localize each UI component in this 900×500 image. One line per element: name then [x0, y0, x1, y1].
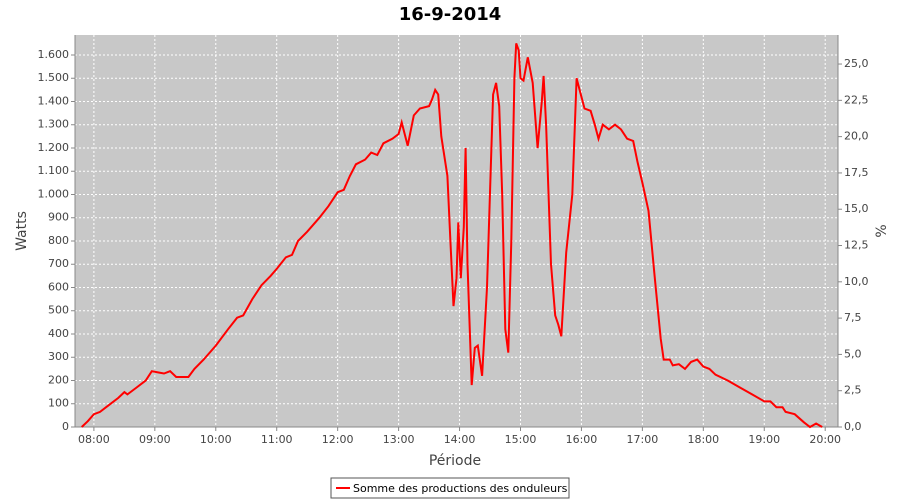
y2-tick-label: 22,5: [844, 93, 869, 106]
y2-tick-label: 5,0: [844, 347, 862, 360]
y2-tick-label: 25,0: [844, 57, 869, 70]
y2-tick-label: 17,5: [844, 166, 869, 179]
y-tick-label: 200: [48, 373, 69, 386]
y-tick-label: 300: [48, 350, 69, 363]
y-tick-label: 1.600: [38, 48, 70, 61]
x-tick-label: 08:00: [78, 433, 110, 446]
y-tick-label: 100: [48, 397, 69, 410]
chart-title: 16-9-2014: [399, 4, 502, 25]
plot-area: [75, 35, 838, 427]
y-tick-label: 800: [48, 234, 69, 247]
x-tick-label: 14:00: [444, 433, 476, 446]
y2-axis-label: %: [874, 224, 890, 237]
y-tick-label: 400: [48, 327, 69, 340]
y2-tick-label: 7,5: [844, 311, 862, 324]
x-tick-label: 17:00: [627, 433, 659, 446]
x-axis-label: Période: [429, 453, 481, 469]
y2-tick-label: 15,0: [844, 202, 869, 215]
y-tick-label: 500: [48, 304, 69, 317]
x-tick-label: 20:00: [809, 433, 841, 446]
x-tick-label: 09:00: [139, 433, 171, 446]
y-tick-label: 900: [48, 211, 69, 224]
legend-label: Somme des productions des onduleurs: [353, 482, 568, 495]
y2-tick-label: 20,0: [844, 130, 869, 143]
x-tick-label: 13:00: [383, 433, 415, 446]
y2-tick-label: 12,5: [844, 239, 869, 252]
legend: [330, 477, 570, 499]
y-tick-label: 700: [48, 257, 69, 270]
y-tick-label: 1.500: [38, 71, 70, 84]
x-tick-label: 15:00: [505, 433, 537, 446]
y2-tick-label: 10,0: [844, 275, 869, 288]
y2-tick-label: 2,5: [844, 384, 862, 397]
y-tick-label: 1.200: [38, 141, 70, 154]
x-tick-label: 18:00: [687, 433, 719, 446]
x-tick-label: 16:00: [566, 433, 598, 446]
line: [81, 43, 823, 429]
y-axis-label: Watts: [14, 211, 30, 251]
y-tick-label: 1.100: [38, 164, 70, 177]
x-tick-label: 11:00: [261, 433, 293, 446]
y-tick-label: 0: [62, 420, 69, 433]
y2-tick-label: 0,0: [844, 420, 862, 433]
y-tick-label: 1.400: [38, 94, 70, 107]
y-tick-label: 600: [48, 280, 69, 293]
y-tick-label: 1.000: [38, 187, 70, 200]
y-tick-label: 1.300: [38, 118, 70, 131]
x-tick-label: 12:00: [322, 433, 354, 446]
x-tick-label: 19:00: [748, 433, 780, 446]
x-tick-label: 10:00: [200, 433, 232, 446]
